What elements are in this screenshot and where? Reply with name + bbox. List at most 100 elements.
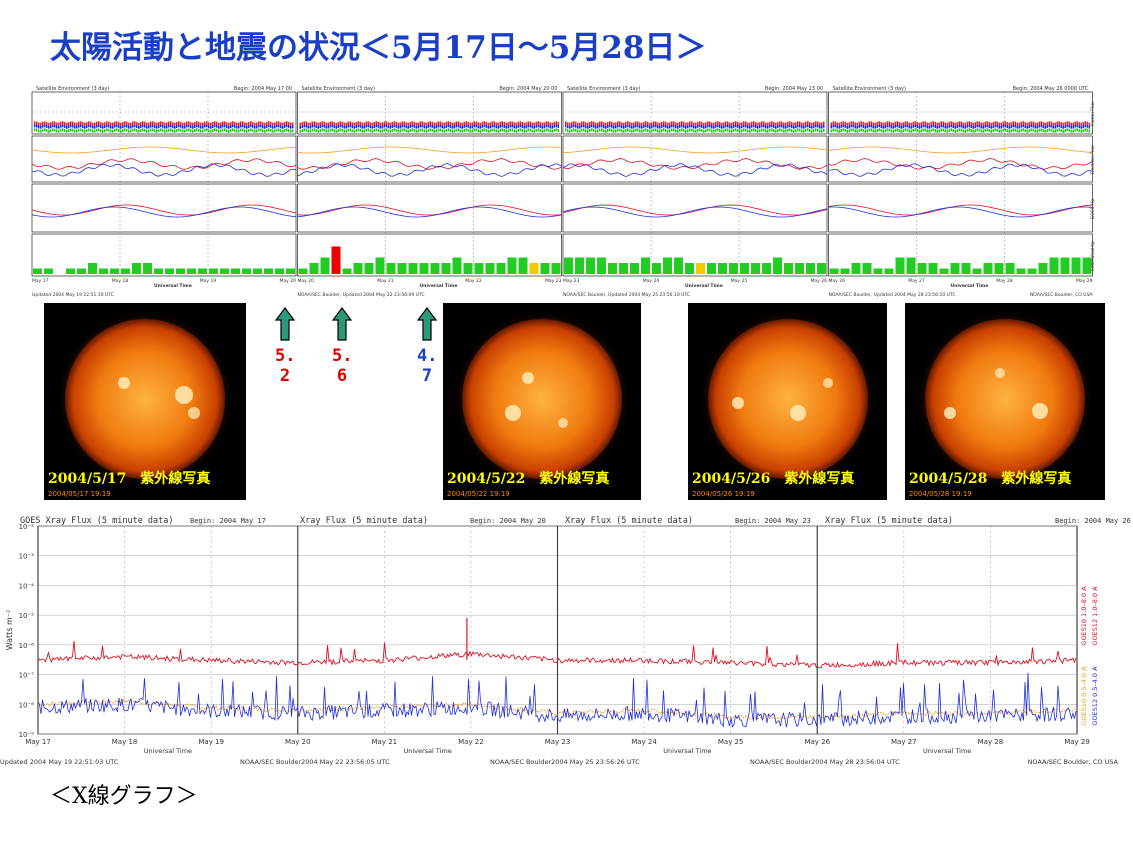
quake-marker-2: 5. 6 <box>331 306 352 386</box>
proton-flux-dot <box>383 121 385 125</box>
proton-flux-dot <box>625 124 627 128</box>
proton-flux-dot <box>679 128 681 132</box>
proton-flux-dot <box>457 128 459 132</box>
proton-flux-dot <box>691 121 693 125</box>
proton-flux-dot <box>405 129 407 133</box>
proton-flux-dot <box>749 125 751 129</box>
proton-flux-dot <box>667 129 669 133</box>
proton-flux-dot <box>152 128 154 132</box>
proton-flux-dot <box>988 125 990 129</box>
proton-flux-dot <box>92 125 94 129</box>
sat-day-label: May 22 <box>465 278 482 284</box>
proton-flux-dot <box>1032 128 1034 132</box>
proton-flux-dot <box>645 121 647 125</box>
proton-flux-dot <box>439 124 441 128</box>
proton-flux-dot <box>431 128 433 132</box>
proton-flux-dot <box>1082 122 1084 126</box>
proton-flux-dot <box>842 128 844 132</box>
proton-flux-dot <box>337 129 339 133</box>
proton-flux-dot <box>966 124 968 128</box>
kp-bar <box>496 263 506 274</box>
proton-flux-dot <box>236 122 238 126</box>
proton-flux-dot <box>914 124 916 128</box>
proton-flux-dot <box>449 124 451 128</box>
proton-flux-dot <box>1034 125 1036 129</box>
proton-flux-dot <box>890 129 892 133</box>
proton-flux-dot <box>876 124 878 128</box>
proton-flux-dot <box>545 121 547 125</box>
proton-flux-dot <box>669 129 671 133</box>
proton-flux-dot <box>433 129 435 133</box>
proton-flux-dot <box>759 122 761 126</box>
proton-flux-dot <box>627 128 629 132</box>
proton-flux-dot <box>359 128 361 132</box>
proton-flux-dot <box>793 122 795 126</box>
kp-bar <box>253 268 262 274</box>
proton-flux-dot <box>950 128 952 132</box>
proton-flux-dot <box>621 129 623 133</box>
proton-flux-dot <box>1008 125 1010 129</box>
proton-flux-dot <box>116 121 118 125</box>
proton-flux-dot <box>575 128 577 132</box>
proton-flux-dot <box>479 122 481 126</box>
proton-flux-dot <box>523 125 525 129</box>
proton-flux-dot <box>699 121 701 125</box>
sat-subplot-frame <box>562 183 828 233</box>
proton-flux-dot <box>631 125 633 129</box>
proton-flux-dot <box>948 121 950 125</box>
kp-bar <box>740 263 749 274</box>
proton-flux-dot <box>924 124 926 128</box>
proton-flux-dot <box>286 128 288 132</box>
proton-flux-dot <box>998 122 1000 126</box>
xray-ylabel: Watts m⁻² <box>5 610 14 651</box>
proton-flux-dot <box>956 129 958 133</box>
proton-flux-dot <box>503 121 505 125</box>
proton-flux-dot <box>70 121 72 125</box>
proton-flux-dot <box>397 129 399 133</box>
proton-flux-dot <box>351 122 353 126</box>
proton-flux-dot <box>313 124 315 128</box>
proton-flux-dot <box>783 122 785 126</box>
proton-flux-dot <box>248 121 250 125</box>
proton-flux-dot <box>234 124 236 128</box>
proton-flux-dot <box>429 121 431 125</box>
proton-flux-dot <box>721 122 723 126</box>
proton-flux-dot <box>755 128 757 132</box>
proton-flux-dot <box>511 121 513 125</box>
proton-flux-dot <box>779 124 781 128</box>
proton-flux-dot <box>146 122 148 126</box>
proton-flux-dot <box>1086 121 1088 125</box>
proton-flux-dot <box>256 129 258 133</box>
sat-day-label: May 29 <box>1076 278 1093 284</box>
proton-flux-dot <box>517 121 519 125</box>
proton-flux-dot <box>1040 124 1042 128</box>
proton-flux-dot <box>491 121 493 125</box>
proton-flux-dot <box>751 128 753 132</box>
proton-flux-dot <box>529 121 531 125</box>
proton-flux-dot <box>960 124 962 128</box>
proton-flux-dot <box>369 122 371 126</box>
sat-day-label: May 23 <box>545 278 562 284</box>
proton-flux-dot <box>952 122 954 126</box>
proton-flux-dot <box>587 125 589 129</box>
proton-flux-dot <box>56 122 58 126</box>
proton-flux-dot <box>665 124 667 128</box>
proton-flux-dot <box>607 124 609 128</box>
proton-flux-dot <box>499 121 501 125</box>
sat-day-label: May 26 <box>829 278 846 284</box>
proton-flux-dot <box>186 121 188 125</box>
proton-flux-dot <box>924 128 926 132</box>
proton-flux-dot <box>483 124 485 128</box>
proton-flux-dot <box>150 128 152 132</box>
kp-bar <box>386 263 396 274</box>
proton-flux-dot <box>513 125 515 129</box>
proton-flux-dot <box>649 129 651 133</box>
kp-bar <box>408 263 418 274</box>
kp-bar <box>718 263 727 274</box>
proton-flux-dot <box>743 124 745 128</box>
proton-flux-dot <box>567 122 569 126</box>
proton-flux-dot <box>487 125 489 129</box>
proton-flux-dot <box>262 129 264 133</box>
proton-flux-dot <box>309 129 311 133</box>
sat-center-label: Universal Time <box>154 283 192 289</box>
